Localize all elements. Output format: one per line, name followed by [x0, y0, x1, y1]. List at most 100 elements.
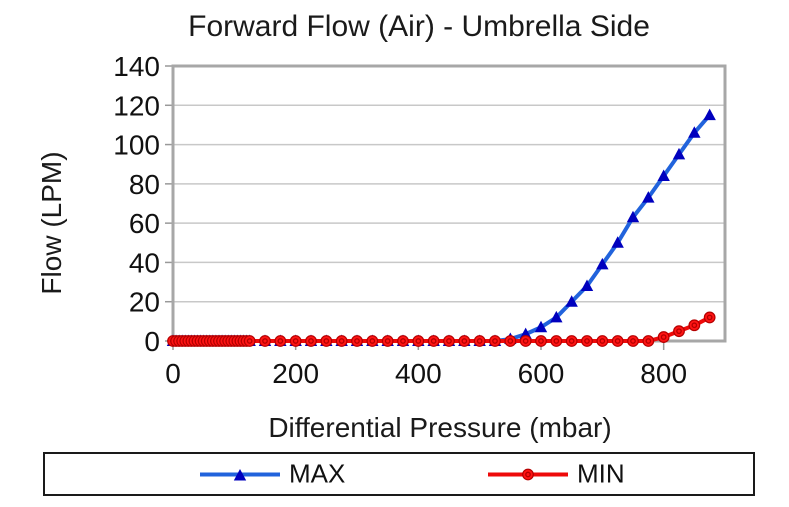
max-series-marker: [550, 310, 563, 323]
min-series-marker: [504, 335, 517, 347]
max-series-marker: [565, 295, 578, 307]
min-series-marker: [397, 335, 409, 347]
x-tick-label: 400: [395, 358, 442, 389]
min-series-marker: [335, 335, 348, 347]
min-series-marker: [553, 338, 560, 344]
min-series-marker: [657, 331, 670, 343]
min-series-marker: [565, 335, 578, 347]
min-series-marker: [645, 338, 652, 344]
min-series-marker: [415, 338, 422, 344]
min-series-marker: [427, 335, 440, 347]
min-series-marker: [412, 335, 425, 347]
min-series-marker: [461, 338, 468, 344]
min-series-marker: [430, 338, 437, 344]
min-series-marker: [599, 338, 606, 344]
x-tick-label: 200: [272, 358, 319, 389]
min-series-marker: [492, 338, 498, 344]
max-series-line: [171, 113, 712, 343]
min-series-marker: [443, 335, 455, 347]
min-series-marker: [611, 335, 624, 347]
legend: MAX MIN: [43, 452, 755, 496]
min-series: [167, 311, 716, 347]
min-series-marker: [522, 338, 529, 344]
max-legend-marker: [233, 468, 247, 480]
max-series-legend-swatch: [200, 468, 280, 480]
min-series-marker: [446, 338, 452, 344]
min-series-marker: [706, 314, 713, 321]
legend-entry-max: MAX: [199, 459, 345, 490]
x-tick-label: 600: [518, 358, 565, 389]
min-series-marker: [274, 335, 287, 347]
min-series-marker: [305, 335, 317, 347]
min-series-marker: [458, 335, 471, 347]
y-tick-label: 60: [129, 208, 160, 239]
min-series-marker: [627, 335, 639, 347]
min-series-marker: [688, 319, 701, 332]
min-series-marker: [366, 335, 379, 347]
min-series-marker: [596, 335, 609, 347]
max-series-marker: [688, 126, 701, 138]
min-series-marker: [489, 335, 501, 347]
legend-label-min: MIN: [577, 458, 625, 489]
legend-label-max: MAX: [289, 458, 346, 489]
min-series-marker: [507, 338, 514, 344]
max-series-marker: [703, 108, 716, 121]
min-series-marker: [308, 338, 314, 344]
min-series-marker: [351, 335, 363, 347]
min-series-marker: [323, 338, 330, 344]
chart-title: Forward Flow (Air) - Umbrella Side: [188, 10, 650, 43]
min-series-marker: [584, 338, 590, 344]
min-series-marker: [320, 335, 333, 347]
min-series-marker: [642, 335, 655, 347]
min-series-marker: [581, 335, 593, 347]
y-tick-label: 0: [144, 326, 160, 357]
min-series-marker: [614, 338, 621, 344]
min-series-marker: [381, 335, 394, 347]
min-series-marker: [703, 311, 716, 324]
y-tick-label: 40: [129, 247, 160, 278]
min-series-marker: [550, 335, 563, 347]
min-series-marker: [535, 335, 547, 347]
y-tick-label: 80: [129, 169, 160, 200]
min-series-marker: [277, 338, 284, 344]
min-series-marker: [673, 325, 685, 338]
min-series-marker: [292, 338, 299, 344]
max-series-marker: [626, 210, 640, 223]
min-series-marker: [630, 338, 636, 344]
min-series-marker: [400, 338, 406, 344]
min-series-marker: [476, 338, 483, 344]
min-series-marker: [660, 334, 667, 340]
min-series-marker: [246, 338, 253, 344]
x-axis-title: Differential Pressure (mbar): [268, 412, 612, 443]
min-legend-marker: [525, 471, 531, 477]
min-legend-marker: [522, 468, 534, 480]
y-tick-label: 120: [113, 90, 160, 121]
legend-entry-min: MIN: [487, 459, 625, 490]
min-series-marker: [384, 338, 391, 344]
max-series-marker: [611, 236, 624, 248]
min-series-marker: [568, 338, 575, 344]
max-series-marker: [580, 279, 594, 291]
x-tick-label: 0: [165, 358, 181, 389]
min-series-legend-swatch: [488, 468, 568, 480]
min-series-marker: [243, 335, 256, 347]
min-series-marker: [473, 335, 486, 347]
min-series-marker: [262, 338, 268, 344]
min-series-marker: [519, 335, 532, 347]
min-series-marker: [538, 338, 544, 344]
min-series-marker: [338, 338, 345, 344]
max-series-marker: [657, 169, 670, 181]
y-tick-label: 140: [113, 51, 160, 82]
min-series-marker: [289, 335, 302, 347]
max-series-marker: [596, 257, 609, 270]
x-tick-label: 800: [640, 358, 687, 389]
max-series-marker: [672, 147, 686, 160]
max-series-marker: [642, 191, 655, 203]
y-tick-label: 100: [113, 130, 160, 161]
min-series-marker: [354, 338, 360, 344]
min-series-marker: [369, 338, 376, 344]
min-series-marker: [676, 328, 682, 335]
min-series-marker: [691, 322, 698, 329]
